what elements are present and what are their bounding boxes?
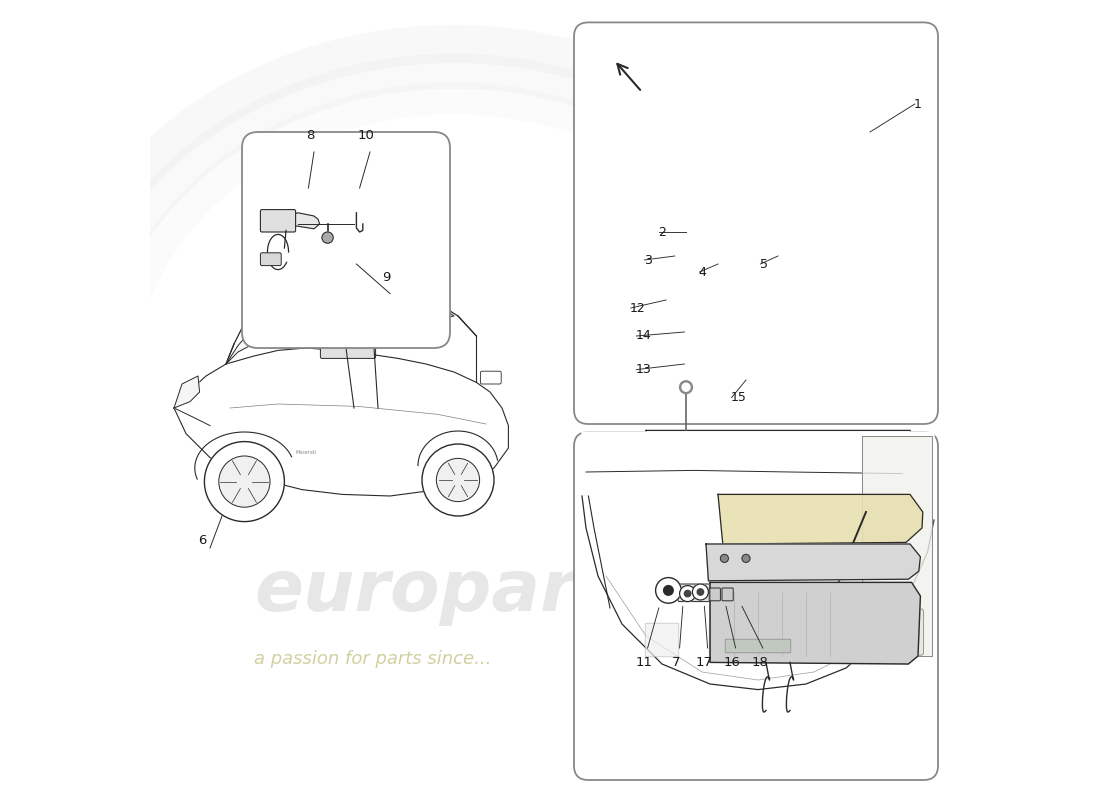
- Text: 7: 7: [672, 656, 681, 669]
- Circle shape: [205, 442, 285, 522]
- FancyBboxPatch shape: [261, 210, 296, 232]
- Circle shape: [697, 589, 704, 595]
- Circle shape: [680, 381, 692, 394]
- FancyBboxPatch shape: [678, 584, 715, 602]
- Circle shape: [437, 458, 480, 502]
- FancyBboxPatch shape: [873, 609, 924, 655]
- FancyBboxPatch shape: [320, 342, 375, 358]
- Circle shape: [322, 232, 333, 243]
- Polygon shape: [582, 432, 934, 690]
- FancyBboxPatch shape: [710, 588, 720, 601]
- Circle shape: [684, 590, 691, 597]
- Circle shape: [680, 586, 695, 602]
- Text: 17: 17: [696, 656, 713, 669]
- Text: 16: 16: [724, 656, 740, 669]
- FancyBboxPatch shape: [574, 22, 938, 424]
- FancyBboxPatch shape: [646, 623, 679, 657]
- Polygon shape: [174, 348, 508, 496]
- Polygon shape: [718, 494, 923, 544]
- FancyBboxPatch shape: [574, 432, 938, 780]
- Text: europarts: europarts: [254, 558, 653, 626]
- Text: 8: 8: [306, 130, 315, 142]
- FancyBboxPatch shape: [261, 253, 282, 266]
- Text: 4: 4: [698, 266, 706, 278]
- Circle shape: [692, 584, 708, 600]
- FancyBboxPatch shape: [710, 623, 742, 657]
- Text: a passion for parts since...: a passion for parts since...: [254, 650, 492, 668]
- FancyBboxPatch shape: [725, 639, 791, 653]
- FancyBboxPatch shape: [722, 588, 734, 601]
- Circle shape: [219, 456, 270, 507]
- FancyBboxPatch shape: [150, 0, 950, 800]
- Polygon shape: [326, 284, 454, 322]
- Polygon shape: [646, 430, 926, 510]
- Circle shape: [663, 586, 673, 595]
- Text: 15: 15: [730, 391, 747, 404]
- FancyBboxPatch shape: [242, 132, 450, 348]
- Text: 1: 1: [914, 98, 922, 110]
- Text: 9: 9: [382, 271, 390, 284]
- Text: 12: 12: [630, 302, 646, 314]
- Circle shape: [742, 554, 750, 562]
- Polygon shape: [174, 376, 199, 408]
- Circle shape: [656, 578, 681, 603]
- Polygon shape: [226, 292, 318, 364]
- Text: 14: 14: [636, 330, 651, 342]
- FancyBboxPatch shape: [757, 623, 791, 657]
- Text: 10: 10: [358, 130, 374, 142]
- Circle shape: [720, 554, 728, 562]
- Text: 18: 18: [751, 656, 768, 669]
- Text: 3: 3: [644, 254, 651, 266]
- Circle shape: [422, 444, 494, 516]
- Circle shape: [682, 383, 690, 391]
- Text: 6: 6: [198, 534, 207, 547]
- Polygon shape: [862, 436, 933, 656]
- Text: Maserati: Maserati: [296, 450, 317, 455]
- Text: 11: 11: [636, 656, 653, 669]
- FancyBboxPatch shape: [481, 371, 502, 384]
- Text: 2: 2: [658, 226, 666, 238]
- Polygon shape: [710, 582, 921, 664]
- Polygon shape: [706, 544, 921, 581]
- Polygon shape: [282, 213, 320, 229]
- Text: 13: 13: [636, 363, 651, 376]
- Text: 5: 5: [760, 258, 768, 270]
